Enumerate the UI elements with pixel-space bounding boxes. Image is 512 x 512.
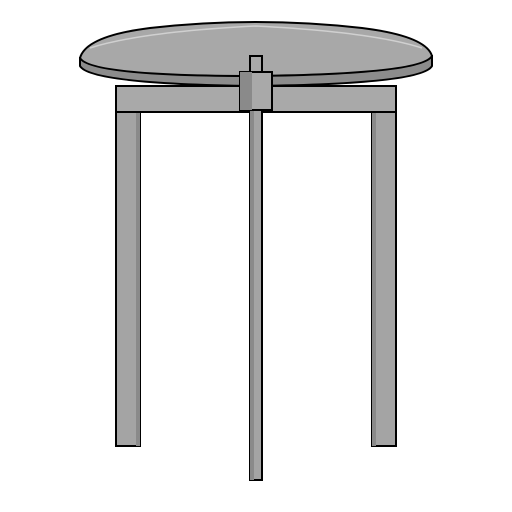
seat-top-rim-highlight: [89, 25, 423, 49]
front-leg-shade: [250, 108, 254, 480]
leg-hub: [239, 55, 273, 111]
seat-top-surface: [78, 21, 434, 78]
right-leg: [371, 85, 397, 447]
front-leg: [249, 107, 263, 481]
right-leg-side: [372, 112, 376, 446]
left-leg-side: [136, 112, 140, 446]
left-leg: [115, 85, 141, 447]
hub-shade: [240, 72, 252, 110]
